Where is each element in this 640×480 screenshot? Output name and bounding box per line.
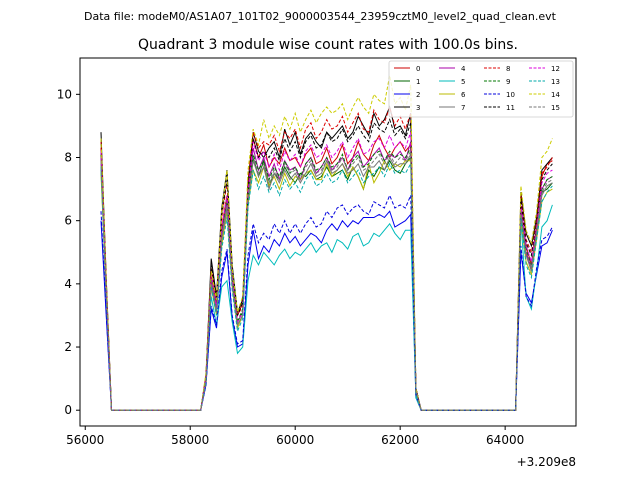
legend-label-0: 0 — [416, 65, 420, 73]
series-line-15 — [100, 149, 553, 411]
legend-label-14: 14 — [551, 91, 560, 99]
axes-frame — [79, 57, 577, 427]
legend-label-1: 1 — [416, 78, 420, 86]
legend-label-15: 15 — [551, 104, 560, 112]
legend-label-8: 8 — [506, 65, 510, 73]
legend-label-2: 2 — [416, 91, 420, 99]
series-line-2 — [100, 210, 553, 411]
y-tick-label: 4 — [64, 277, 72, 291]
series-line-3 — [100, 105, 553, 411]
y-axis: 0 2 4 6 8 10 — [57, 87, 80, 417]
legend-label-6: 6 — [461, 91, 466, 99]
x-tick-label: 56000 — [66, 433, 104, 447]
series-line-8 — [100, 105, 553, 411]
data-file-header: Data file: modeM0/AS1A07_101T02_90000035… — [84, 10, 557, 23]
legend-label-4: 4 — [461, 65, 466, 73]
legend-label-11: 11 — [506, 104, 515, 112]
series-line-1 — [100, 154, 553, 411]
series-line-9 — [100, 146, 553, 411]
series-line-0 — [100, 134, 553, 411]
series-line-10 — [100, 194, 553, 411]
legend-label-12: 12 — [551, 65, 560, 73]
x-tick-label: 62000 — [381, 433, 419, 447]
x-offset-label: +3.209e8 — [517, 455, 576, 469]
series-line-5 — [100, 170, 553, 411]
x-tick-label: 64000 — [486, 433, 524, 447]
legend-label-9: 9 — [506, 78, 510, 86]
legend-label-3: 3 — [416, 104, 420, 112]
y-tick-label: 8 — [64, 151, 72, 165]
series-line-7 — [100, 152, 553, 411]
chart-title: Quadrant 3 module wise count rates with … — [138, 37, 518, 53]
series-line-6 — [100, 159, 553, 411]
y-tick-label: 6 — [64, 214, 72, 228]
series-line-4 — [100, 141, 553, 411]
x-tick-label: 58000 — [171, 433, 209, 447]
y-tick-label: 10 — [57, 87, 72, 101]
y-tick-label: 2 — [64, 340, 72, 354]
y-tick-label: 0 — [64, 403, 72, 417]
legend-label-10: 10 — [506, 91, 515, 99]
legend-label-5: 5 — [461, 78, 465, 86]
series-layer — [100, 75, 553, 411]
x-tick-label: 60000 — [276, 433, 314, 447]
x-axis: 56000 58000 60000 62000 64000 — [66, 426, 524, 447]
legend-label-13: 13 — [551, 78, 560, 86]
legend-label-7: 7 — [461, 104, 465, 112]
series-line-13 — [100, 161, 553, 411]
legend-box — [388, 60, 574, 118]
